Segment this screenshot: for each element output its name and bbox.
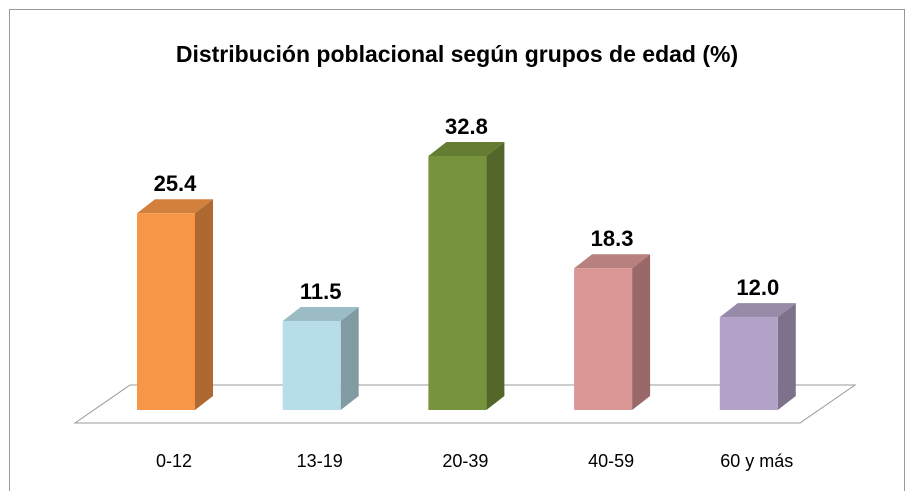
data-label: 32.8 xyxy=(445,114,488,139)
data-label: 25.4 xyxy=(154,171,198,196)
bar-side xyxy=(486,142,505,410)
bar-side xyxy=(777,303,796,410)
data-label: 12.0 xyxy=(736,275,779,300)
bar xyxy=(137,213,195,410)
bar xyxy=(574,268,633,410)
data-label: 18.3 xyxy=(591,226,634,251)
data-label: 11.5 xyxy=(300,279,342,304)
bar-side xyxy=(340,306,359,410)
bar xyxy=(282,320,341,410)
bar-top xyxy=(719,303,796,318)
bar-top xyxy=(428,142,505,156)
bar-side xyxy=(632,254,651,410)
x-tick-label: 60 y más xyxy=(720,451,793,471)
x-tick-label: 13-19 xyxy=(297,451,343,471)
x-tick-label: 40-59 xyxy=(588,451,634,471)
bar-side xyxy=(195,199,213,410)
bar xyxy=(719,317,778,410)
x-tick-label: 20-39 xyxy=(442,451,488,471)
x-tick-label: 0-12 xyxy=(156,451,192,471)
bar-top xyxy=(574,254,651,269)
bar xyxy=(428,156,487,410)
chart-title: Distribución poblacional según grupos de… xyxy=(176,41,738,67)
bar-top xyxy=(137,199,213,214)
bar-top xyxy=(282,306,359,321)
